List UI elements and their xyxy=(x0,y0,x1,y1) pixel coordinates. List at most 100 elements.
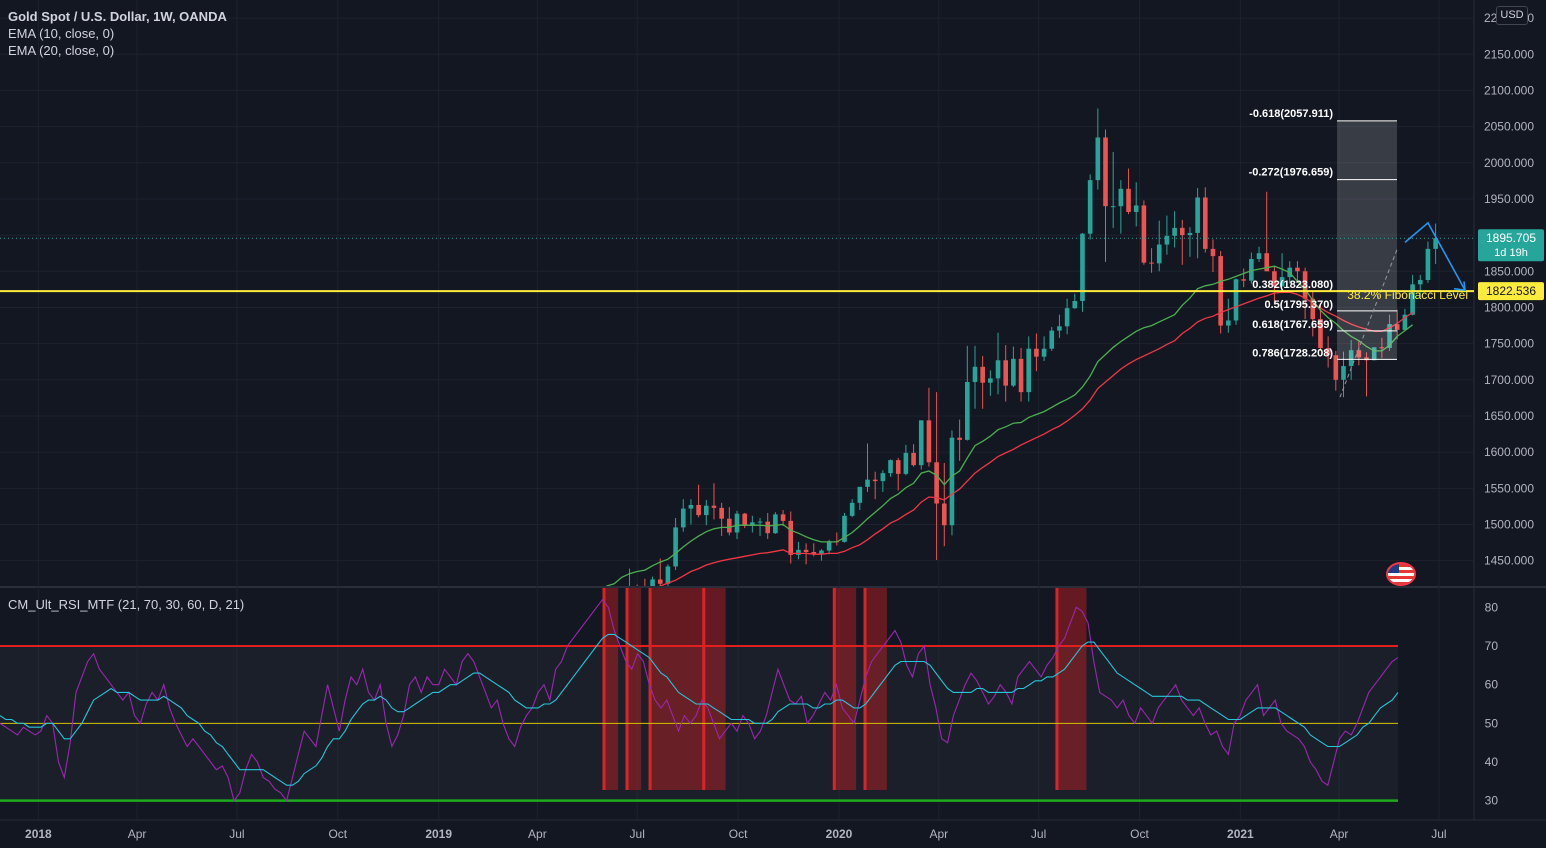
candle-body xyxy=(680,508,686,528)
rsi-y-tick-label: 80 xyxy=(1485,600,1499,614)
rsi-signal-line xyxy=(0,633,1399,786)
candle-body xyxy=(688,504,694,509)
y-tick-label: 1700.000 xyxy=(1484,373,1534,387)
candle-body xyxy=(1011,358,1016,386)
candle-body xyxy=(1049,330,1055,349)
y-tick-label: 1550.000 xyxy=(1484,481,1534,495)
candle-body xyxy=(757,521,763,523)
candle-body xyxy=(1417,279,1423,285)
projection-arrow xyxy=(1404,221,1466,291)
candle-body xyxy=(1318,319,1323,348)
candle-body xyxy=(650,579,655,586)
currency-button[interactable]: USD xyxy=(1496,6,1528,25)
candle-body xyxy=(1371,347,1377,361)
overbought-band xyxy=(863,588,887,790)
y-tick-label: 1750.000 xyxy=(1484,337,1534,351)
candle-body xyxy=(988,378,993,383)
overbought-band xyxy=(625,588,642,790)
candle-body xyxy=(1095,137,1101,181)
candle-body xyxy=(1064,308,1070,327)
candle-body xyxy=(780,514,786,521)
y-tick-label: 2050.000 xyxy=(1484,120,1534,134)
candle-body xyxy=(1341,366,1346,380)
candle-body xyxy=(1179,227,1185,236)
candle-body xyxy=(1256,253,1262,259)
rsi-line xyxy=(0,598,1399,802)
candle-body xyxy=(957,437,962,440)
candle-body xyxy=(880,473,886,482)
candle-body xyxy=(1041,348,1047,357)
candle-body xyxy=(965,381,970,440)
candle-body xyxy=(1187,232,1193,236)
y-tick-label: 2000.000 xyxy=(1484,156,1534,170)
candle-body xyxy=(972,366,978,382)
candle-body xyxy=(1103,137,1108,207)
overbought-band xyxy=(1055,588,1087,790)
overbought-band-edge xyxy=(625,588,629,790)
x-tick-label: 2018 xyxy=(25,827,52,841)
candle-body xyxy=(1026,348,1032,393)
x-tick-label: Apr xyxy=(128,827,147,841)
candle-body xyxy=(750,522,755,526)
overbought-band xyxy=(602,588,619,790)
overbought-band-edge xyxy=(702,588,706,790)
candle-body xyxy=(696,504,701,516)
candle-body xyxy=(1264,253,1270,272)
candle-body xyxy=(1003,360,1009,386)
candle-body xyxy=(1110,206,1116,208)
candle-body xyxy=(926,420,932,463)
candles xyxy=(606,108,1438,586)
fib-label: -0.272(1976.659) xyxy=(1249,167,1334,179)
candle-body xyxy=(1156,244,1162,264)
candle-body xyxy=(1425,248,1431,280)
candle-body xyxy=(1141,205,1147,263)
us-flag-icon[interactable] xyxy=(1386,562,1416,586)
candle-body xyxy=(742,513,747,526)
rsi-legend[interactable]: CM_Ult_RSI_MTF (21, 70, 30, 60, D, 21) xyxy=(8,597,245,612)
candle-body xyxy=(1333,355,1339,380)
x-tick-label: 2020 xyxy=(826,827,853,841)
candle-body xyxy=(1325,347,1331,356)
candle-body xyxy=(811,551,817,554)
candle-body xyxy=(1087,180,1093,234)
candle-body xyxy=(949,437,955,526)
candle-body xyxy=(865,479,870,487)
candle-body xyxy=(1226,320,1231,326)
candle-body xyxy=(1072,300,1078,309)
y-tick-label: 1800.000 xyxy=(1484,300,1534,314)
candle-body xyxy=(1126,188,1131,212)
fib-trend-line xyxy=(1339,249,1398,398)
candle-body xyxy=(941,503,947,526)
candle-body xyxy=(980,366,985,383)
y-tick-label: 2150.000 xyxy=(1484,47,1534,61)
candle-body xyxy=(842,515,847,542)
candle-body xyxy=(1249,258,1254,281)
x-tick-label: Jul xyxy=(1431,827,1446,841)
candle-body xyxy=(1379,347,1385,349)
candle-body xyxy=(872,479,878,482)
support-price-label: 1822.536 xyxy=(1478,282,1544,301)
overbought-band xyxy=(832,588,857,790)
x-tick-label: Oct xyxy=(328,827,347,841)
x-tick-label: Jul xyxy=(1031,827,1046,841)
candle-body xyxy=(1364,357,1369,361)
candle-body xyxy=(1172,227,1177,236)
candle-body xyxy=(727,518,732,533)
candle-body xyxy=(995,360,1001,379)
y-tick-label: 1500.000 xyxy=(1484,518,1534,532)
candle-body xyxy=(911,452,916,466)
candle-body xyxy=(1272,271,1277,287)
fib-label: -0.618(2057.911) xyxy=(1249,108,1333,120)
ema20-legend[interactable]: EMA (20, close, 0) xyxy=(8,43,115,58)
candle-body xyxy=(1018,358,1024,393)
ema10-legend[interactable]: EMA (10, close, 0) xyxy=(8,26,115,41)
rsi-pane xyxy=(0,588,1399,802)
support-price-text: 1822.536 xyxy=(1486,284,1536,298)
candle-body xyxy=(895,460,901,474)
candle-body xyxy=(1387,324,1392,348)
symbol-title[interactable]: Gold Spot / U.S. Dollar, 1W, OANDA xyxy=(8,9,227,24)
candle-body xyxy=(734,513,740,533)
candle-body xyxy=(849,502,855,516)
overbought-band-edge xyxy=(602,588,606,790)
